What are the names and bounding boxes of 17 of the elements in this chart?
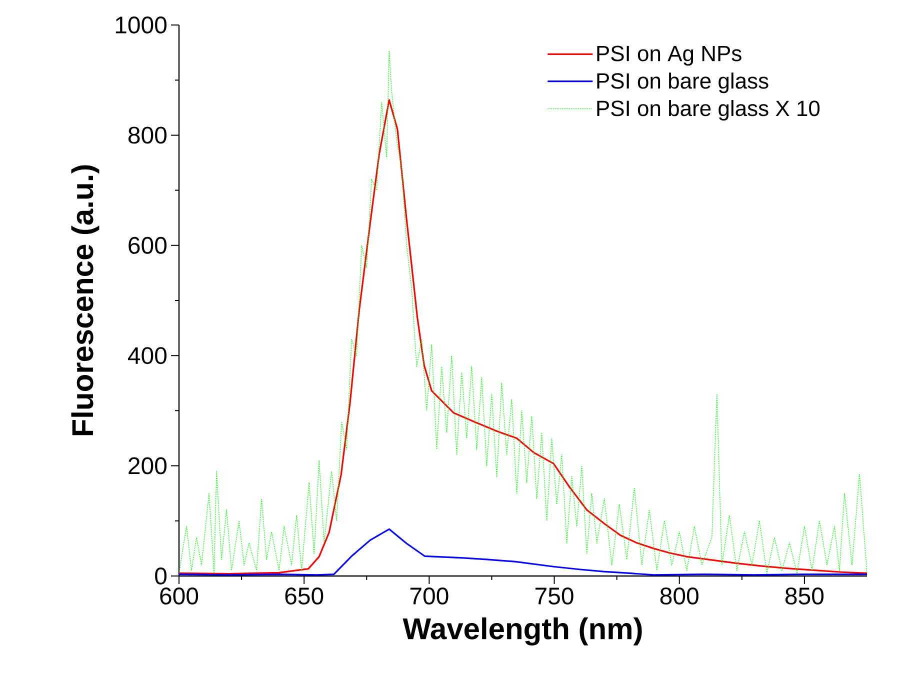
x-tick-label: 600 (160, 588, 198, 605)
x-tick-label: 650 (285, 588, 324, 605)
y-tick-label: 1000 (116, 16, 167, 34)
legend-label: PSI on bare glass (597, 72, 768, 94)
x-tick-label: 850 (785, 588, 824, 605)
y-tick-label: 800 (128, 126, 167, 144)
y-tick-label: 0 (155, 568, 167, 584)
x-axis-title: Wavelength (nm) (402, 617, 642, 646)
y-tick-label: 600 (128, 236, 167, 254)
y-axis-title: Fluorescence (a.u.) (71, 165, 100, 436)
legend-label: PSI on Ag NPs (597, 46, 742, 66)
x-tick-label: 800 (660, 588, 698, 605)
legend-label: PSI on bare glass X 10 (597, 100, 820, 121)
x-tick-label: 750 (535, 588, 574, 605)
y-tick-label: 200 (128, 457, 167, 474)
y-tick-label: 400 (128, 347, 167, 364)
x-tick-label: 700 (410, 588, 448, 605)
